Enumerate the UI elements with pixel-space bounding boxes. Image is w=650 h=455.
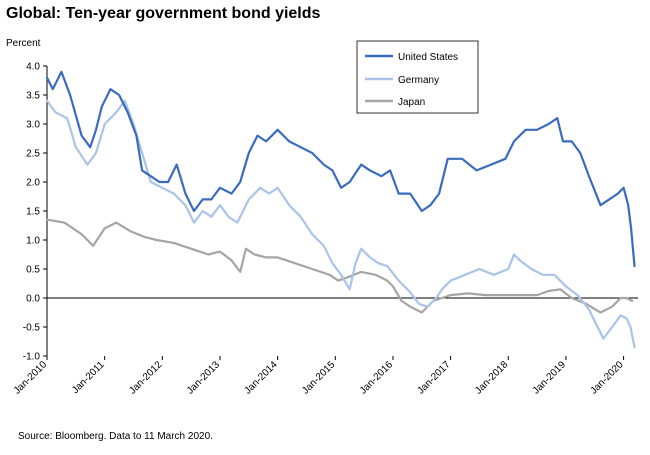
y-axis-label: Percent [6, 38, 41, 49]
x-tick-label: Jan-2017 [415, 359, 453, 397]
y-tick-label: 4.0 [26, 62, 40, 73]
y-tick-label: 3.5 [26, 91, 40, 102]
x-tick-label: Jan-2014 [242, 359, 280, 397]
series-group [45, 70, 636, 349]
x-tick-label: Jan-2020 [588, 359, 626, 397]
y-tick-label: 1.5 [26, 207, 40, 218]
legend-label-japan: Japan [398, 97, 425, 108]
x-tick-label: Jan-2010 [12, 359, 50, 397]
series-line-united-states [45, 70, 636, 268]
legend-label-united-states: United States [398, 52, 458, 63]
legend-label-germany: Germany [398, 75, 439, 86]
source-note: Source: Bloomberg. Data to 11 March 2020… [18, 431, 213, 442]
y-axis: -1.0 -0.5 0.0 0.5 1.0 1.5 2.0 2.5 3.0 3.5 4.0 [23, 62, 47, 363]
x-tick-label: Jan-2016 [358, 359, 396, 397]
chart-title: Global: Ten-year government bond yields [6, 5, 321, 22]
y-tick-label: -1.0 [23, 352, 41, 363]
x-tick-label: Jan-2012 [127, 359, 165, 397]
x-tick-label: Jan-2018 [473, 359, 511, 397]
x-axis: Jan-2010 Jan-2011 Jan-2012 Jan-2013 Jan-2014… [12, 356, 626, 397]
y-tick-label: -0.5 [23, 323, 41, 334]
x-tick-label: Jan-2015 [300, 359, 338, 397]
axes-lines [46, 66, 638, 356]
x-tick-label: Jan-2013 [185, 359, 223, 397]
y-tick-label: 0.0 [26, 294, 40, 305]
y-tick-label: 2.5 [26, 149, 40, 160]
legend: United States Germany Japan [356, 40, 479, 114]
series-line-japan [45, 218, 634, 314]
y-tick-label: 0.5 [26, 265, 40, 276]
x-tick-label: Jan-2011 [70, 359, 107, 396]
y-tick-label: 3.0 [26, 120, 40, 131]
y-tick-label: 1.0 [26, 236, 40, 247]
series-line-germany [45, 99, 636, 349]
x-tick-label: Jan-2019 [531, 359, 569, 397]
y-tick-label: 2.0 [26, 178, 40, 189]
